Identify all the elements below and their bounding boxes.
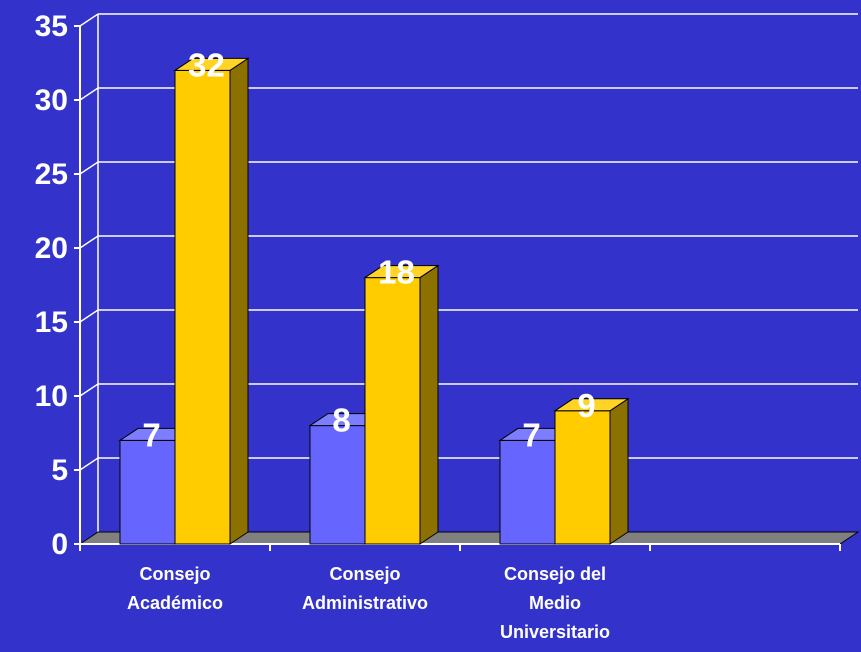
gridline-side — [79, 87, 99, 101]
data-label: 9 — [577, 387, 595, 424]
y-tick-label: 10 — [35, 380, 68, 413]
x-category-label-line: Medio — [529, 593, 581, 613]
bar-top — [553, 398, 630, 412]
x-category-label-line: Consejo — [139, 564, 210, 584]
data-label: 32 — [188, 46, 225, 83]
bar-side — [419, 264, 439, 545]
y-tick-label: 15 — [35, 306, 68, 339]
x-category-label: Consejo Administrativo — [302, 564, 428, 613]
bar-top — [363, 265, 440, 279]
gridline-side — [79, 457, 99, 471]
y-tick-label: 30 — [35, 84, 68, 117]
y-tick-label: 35 — [35, 10, 68, 43]
y-tick-label: 20 — [35, 232, 68, 265]
y-tick-label: 25 — [35, 158, 68, 191]
bars — [118, 57, 630, 545]
x-category-label-line: Consejo del — [504, 564, 606, 584]
bar-side — [609, 397, 629, 545]
bar-side — [229, 57, 249, 545]
data-label: 8 — [332, 402, 350, 439]
bar-front — [554, 410, 611, 545]
x-category-label-line: Académico — [127, 593, 223, 613]
bar-front — [309, 425, 366, 545]
x-category-label: Consejo Académico — [127, 564, 223, 613]
gridline-side — [79, 309, 99, 323]
x-category-label: Consejo del Medio Universitario — [500, 564, 610, 642]
gridline-side — [79, 383, 99, 397]
gridline-side — [79, 161, 99, 175]
x-category-label-line: Universitario — [500, 622, 610, 642]
data-label: 7 — [142, 416, 160, 453]
bar-front — [119, 439, 176, 545]
x-category-label-line: Administrativo — [302, 593, 428, 613]
bar-top — [173, 57, 250, 71]
gridline-side — [79, 13, 99, 27]
bar-front — [499, 439, 556, 545]
gridline-side — [79, 235, 99, 249]
y-tick-labels: 0 5 10 15 20 25 30 35 — [35, 10, 68, 561]
bar-front — [364, 277, 421, 545]
y-tick-label: 5 — [51, 454, 68, 487]
data-label: 7 — [522, 416, 540, 453]
bar-front — [174, 69, 231, 545]
x-category-label-line: Consejo — [329, 564, 400, 584]
data-label: 18 — [378, 254, 415, 291]
y-tick-label: 0 — [51, 528, 68, 561]
